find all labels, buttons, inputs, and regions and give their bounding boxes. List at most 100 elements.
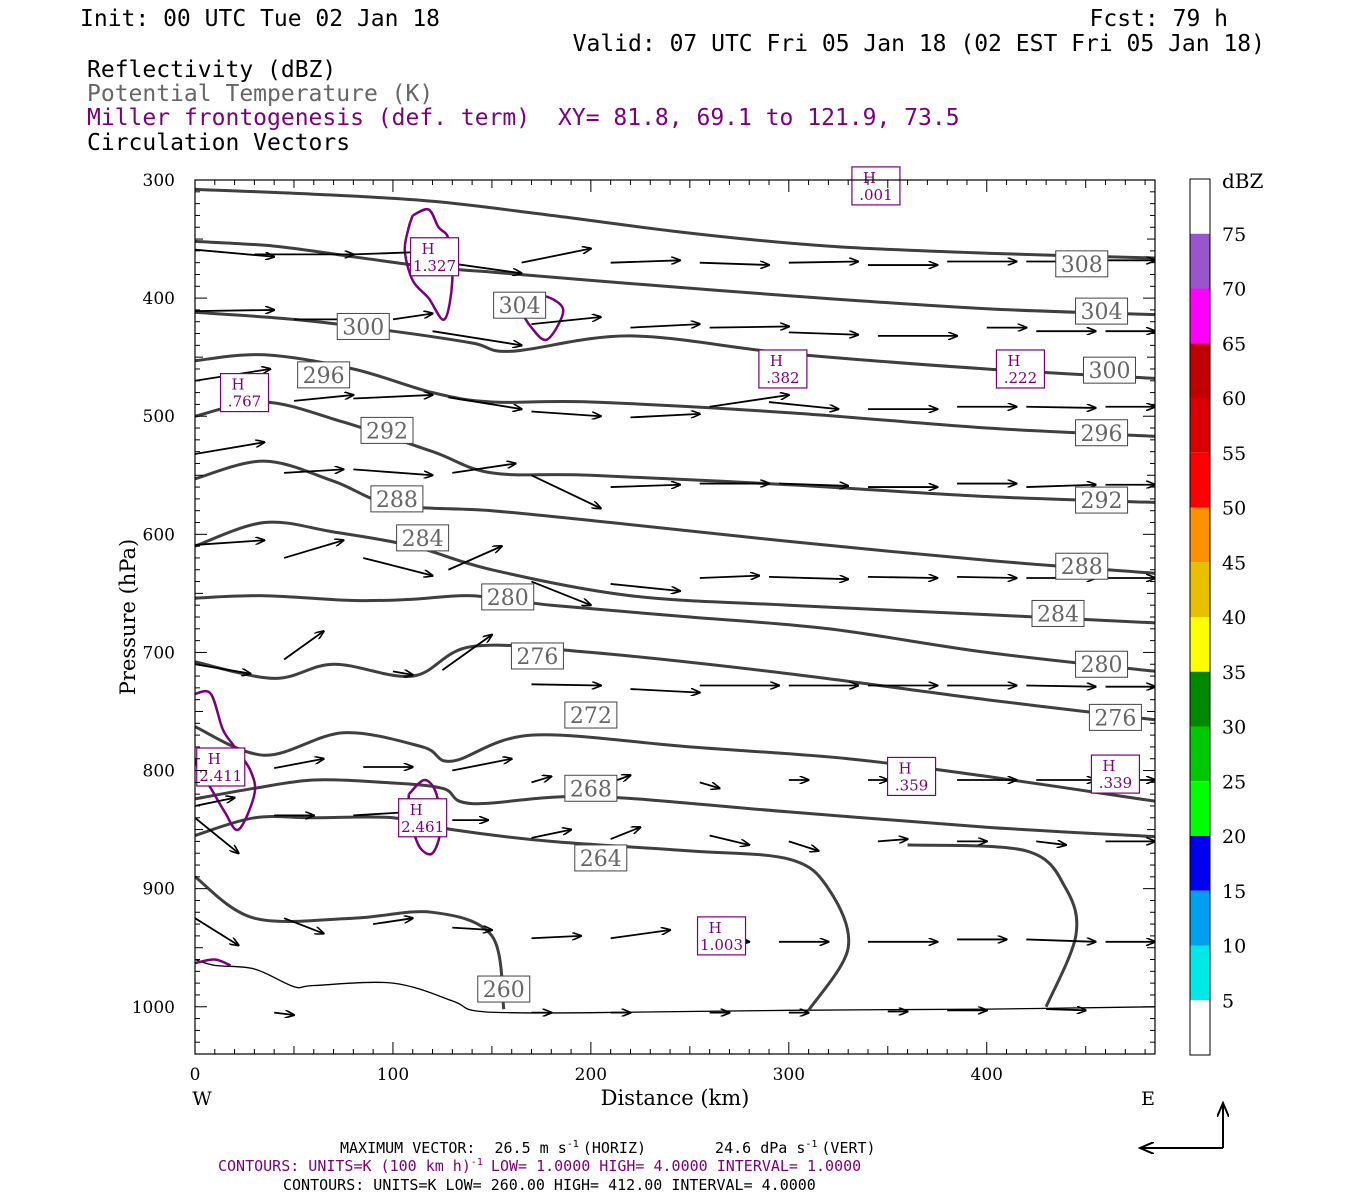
frontogenesis-max-letter: H: [770, 352, 783, 370]
circulation-vector: [531, 684, 600, 685]
frontogenesis-max-box: [398, 798, 448, 838]
frontogenesis-max-box: [1090, 754, 1141, 794]
circulation-vector: [610, 827, 641, 840]
circulation-vector: [699, 263, 769, 265]
frontogenesis-max-letter: H: [410, 801, 423, 819]
circulation-vector: [531, 474, 600, 508]
theta-label-box: [574, 844, 628, 872]
terrain-line: [195, 958, 1155, 1014]
theta-label: 264: [580, 847, 622, 872]
circulation-vector: [293, 395, 353, 402]
theta-label-box: [564, 774, 618, 802]
frontogenesis-max-value: .001: [859, 186, 892, 204]
theta-label: 276: [1094, 706, 1136, 731]
circulation-vector: [363, 557, 432, 576]
theta-contour-292: [195, 400, 1155, 504]
frontogenesis-max-letter: H: [1102, 757, 1115, 775]
theta-label-box: [1055, 250, 1109, 278]
frontogenesis-max-letter: H: [1007, 352, 1020, 370]
colorbar-label: 20: [1222, 826, 1246, 848]
x-tick-label: 400: [971, 1065, 1003, 1085]
colorbar-label: 30: [1222, 717, 1246, 739]
theta-label-box: [297, 361, 351, 389]
theta-label: 300: [342, 315, 384, 340]
x-tick-label: 100: [377, 1065, 409, 1085]
circulation-vector: [195, 248, 274, 257]
theta-label-box: [1031, 599, 1085, 627]
circulation-vector: [283, 917, 324, 933]
theta-label-box: [477, 975, 531, 1003]
y-tick-label: 800: [143, 762, 175, 782]
theta-label: 284: [402, 527, 444, 552]
colorbar-segment: [1190, 1000, 1210, 1055]
colorbar-segment: [1190, 288, 1210, 344]
theta-label: 272: [570, 704, 612, 729]
init-time: Init: 00 UTC Tue 02 Jan 18: [80, 6, 440, 32]
terrain-layer: [195, 958, 1155, 1014]
colorbar-segment: [1190, 233, 1210, 289]
frontogenesis-max-value: 1.327: [413, 257, 456, 275]
colorbar-label: 25: [1222, 771, 1246, 793]
field-frontogenesis: Miller frontogenesis (def. term): [87, 105, 530, 131]
frontogenesis-contour: [195, 958, 232, 967]
circulation-vector: [778, 484, 848, 486]
cross-section-endpoints: XY= 81.8, 69.1 to 121.9, 73.5: [558, 105, 960, 131]
circulation-vector: [531, 830, 571, 839]
colorbar-segment: [1190, 562, 1210, 617]
circulation-vector: [788, 840, 819, 850]
colorbar-label: 35: [1222, 662, 1246, 684]
circulation-vector: [531, 776, 551, 784]
circulation-vector: [274, 759, 323, 770]
theta-label-box: [370, 485, 424, 513]
circulation-vector: [610, 260, 680, 262]
footer-frontogenesis-contours: CONTOURS: UNITS=K (100 km h)-1 LOW= 1.000…: [218, 1157, 861, 1175]
circulation-vector: [195, 663, 250, 673]
circulation-vector: [195, 917, 239, 945]
theta-label-box: [1075, 297, 1129, 325]
frontogenesis-max-letter: H: [208, 750, 221, 768]
colorbar-frame: [1189, 178, 1211, 1056]
theta-label-box: [360, 416, 414, 444]
circulation-vector: [630, 689, 699, 693]
frontogenesis-max-letter: H: [863, 169, 876, 187]
theta-contour-260: [195, 875, 506, 1010]
theta-label: 280: [487, 586, 529, 611]
colorbar-segment: [1190, 343, 1210, 398]
theta-label-box: [336, 312, 390, 340]
colorbar-label: 70: [1222, 279, 1246, 301]
circulation-vector: [1026, 485, 1095, 487]
valid-time: Valid: 07 UTC Fri 05 Jan 18 (02 EST Fri …: [573, 31, 1265, 57]
theta-contour-280: [195, 594, 1155, 673]
frontogenesis-max-box: [995, 349, 1046, 389]
theta-label-box: [1075, 419, 1129, 447]
colorbar-title: dBZ: [1222, 169, 1264, 193]
frontogenesis-max-letter: H: [899, 759, 912, 777]
circulation-vector: [521, 249, 591, 264]
theta-contour-264: [907, 843, 1079, 1008]
theta-labels: 308 304 304 300 300 296 296 292 292 288 288 284 284 2…: [297, 250, 1142, 1003]
colorbar-segment: [1190, 781, 1210, 836]
colorbar-segment: [1190, 726, 1210, 782]
frontogenesis-contour: [403, 207, 454, 321]
axis-ticks: 0 100 200 300 400 300 400 500 600 700 800 900 1000: [132, 171, 1155, 1085]
circulation-vector: [195, 442, 264, 455]
colorbar-segment: [1190, 617, 1210, 672]
frontogenesis-max-value: 2.461: [401, 818, 444, 836]
reference-vector-icon: [1140, 1103, 1223, 1148]
circulation-vector: [353, 468, 432, 475]
x-tick-label: 200: [575, 1065, 607, 1085]
frontogenesis-maxima: H.001H1.327H.767H.382H.222H2.411H2.461H.…: [196, 166, 1141, 956]
circulation-vector: [768, 577, 848, 579]
frontogenesis-max-letter: H: [422, 240, 435, 258]
y-tick-label: 700: [143, 643, 175, 663]
theta-contour-308: [195, 187, 1155, 260]
colorbar-label: 75: [1222, 224, 1246, 246]
circulation-vector: [274, 1013, 294, 1015]
circulation-vector: [353, 395, 432, 400]
y-tick-label: 400: [143, 289, 175, 309]
frontogenesis-max-box: [219, 372, 270, 413]
circulation-vector: [392, 671, 413, 675]
circulation-vector: [531, 936, 580, 938]
field-potential-temperature: Potential Temperature (K): [87, 81, 433, 107]
x-tick-label: 300: [773, 1065, 805, 1085]
